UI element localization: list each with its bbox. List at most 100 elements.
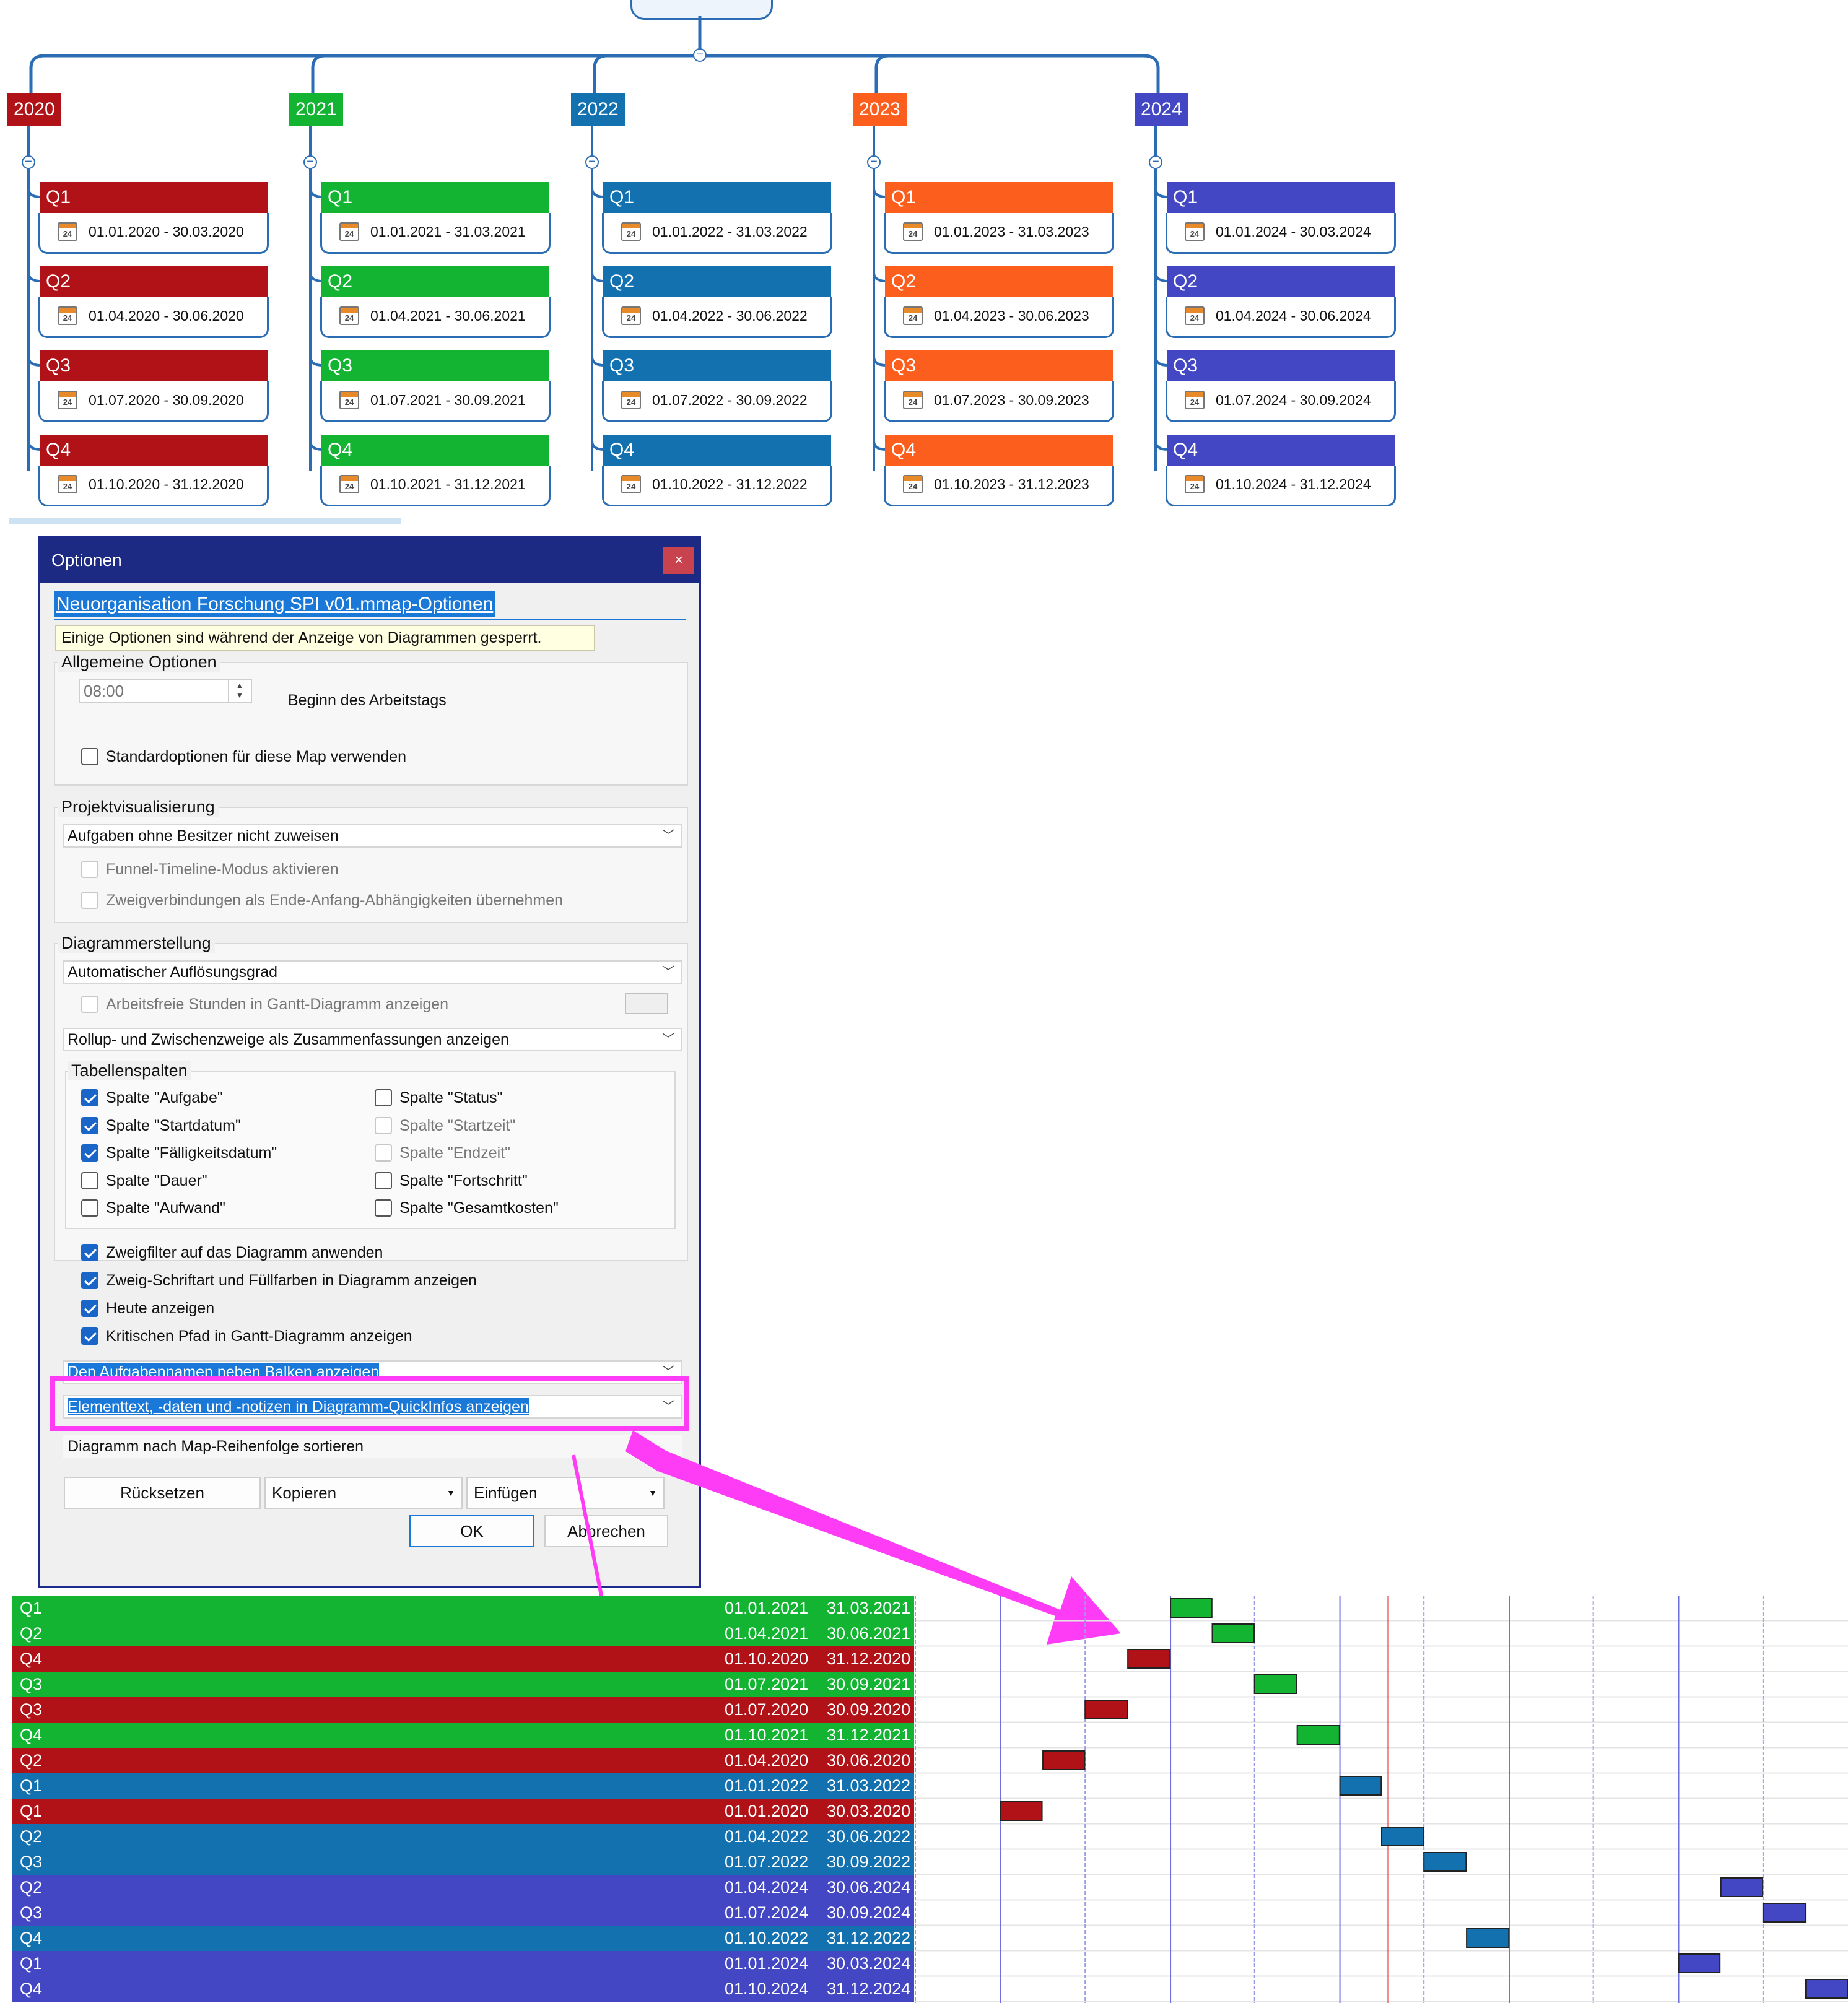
quarter-dates[interactable]: 24 01.04.2022 - 30.06.2022 — [602, 297, 832, 338]
gantt-table-row[interactable]: Q1 01.01.2022 31.03.2022 — [12, 1773, 914, 1799]
year-topic[interactable]: 2020 — [7, 93, 61, 126]
quarter-dates[interactable]: 24 01.07.2021 - 30.09.2021 — [320, 381, 551, 422]
workday-start-input[interactable]: 08:00 ▲ ▼ — [79, 679, 252, 703]
quarter-topic[interactable]: Q4 — [1167, 435, 1395, 466]
quarter-dates[interactable]: 24 01.01.2022 - 31.03.2022 — [602, 213, 832, 254]
gantt-bar[interactable] — [1720, 1877, 1764, 1897]
gantt-bar[interactable] — [1762, 1903, 1807, 1923]
diagram-option-2-checkbox[interactable] — [81, 1300, 98, 1317]
gantt-bar[interactable] — [1253, 1674, 1297, 1694]
quarter-dates[interactable]: 24 01.07.2023 - 30.09.2023 — [884, 381, 1114, 422]
collapse-toggle[interactable]: − — [1149, 155, 1162, 169]
column-left-4-checkbox[interactable] — [81, 1199, 98, 1217]
time-spinner[interactable]: ▲ ▼ — [228, 680, 251, 702]
quarter-topic[interactable]: Q1 — [1167, 182, 1395, 213]
use-defaults-checkbox[interactable] — [81, 748, 98, 765]
gantt-bar[interactable] — [1423, 1852, 1467, 1872]
column-right-2-checkbox[interactable] — [375, 1144, 392, 1162]
collapse-toggle[interactable]: − — [693, 48, 707, 62]
quarter-topic[interactable]: Q3 — [1167, 350, 1395, 381]
horizontal-scrollbar[interactable] — [9, 518, 401, 524]
gantt-bar[interactable] — [1211, 1623, 1255, 1643]
resolution-select[interactable]: Automatischer Auflösungsgrad ﹀ — [63, 960, 682, 984]
year-topic[interactable]: 2021 — [289, 93, 343, 126]
reset-button[interactable]: Rücksetzen — [64, 1477, 261, 1509]
quarter-topic[interactable]: Q3 — [885, 350, 1113, 381]
gantt-table-row[interactable]: Q1 01.01.2020 30.03.2020 — [12, 1799, 914, 1824]
gantt-bar[interactable] — [1466, 1928, 1510, 1948]
column-left-3-checkbox[interactable] — [81, 1171, 98, 1189]
assignment-select[interactable]: Aufgaben ohne Besitzer nicht zuweisen ﹀ — [63, 824, 682, 848]
gantt-bar[interactable] — [1000, 1801, 1043, 1821]
gantt-table-row[interactable]: Q1 01.01.2021 31.03.2021 — [12, 1596, 914, 1621]
gantt-bar[interactable] — [1127, 1649, 1171, 1669]
gantt-table-row[interactable]: Q3 01.07.2020 30.09.2020 — [12, 1697, 914, 1723]
year-topic[interactable]: 2024 — [1135, 93, 1188, 126]
gantt-bar[interactable] — [1678, 1953, 1721, 1973]
quarter-dates[interactable]: 24 01.10.2022 - 31.12.2022 — [602, 466, 832, 506]
ok-button[interactable]: OK — [409, 1515, 534, 1547]
nonwork-hours-checkbox[interactable] — [81, 996, 98, 1013]
quarter-dates[interactable]: 24 01.01.2021 - 31.03.2021 — [320, 213, 551, 254]
gantt-bar[interactable] — [1084, 1700, 1128, 1719]
column-left-0-checkbox[interactable] — [81, 1089, 98, 1106]
copy-button[interactable]: Kopieren ▼ — [264, 1477, 463, 1509]
quarter-topic[interactable]: Q4 — [40, 435, 268, 466]
quarter-topic[interactable]: Q4 — [885, 435, 1113, 466]
paste-button[interactable]: Einfügen ▼ — [466, 1477, 665, 1509]
quarter-topic[interactable]: Q1 — [603, 182, 831, 213]
collapse-toggle[interactable]: − — [22, 155, 35, 169]
quickinfo-select[interactable]: Elementtext, -daten und -notizen in Diag… — [63, 1395, 682, 1419]
quarter-topic[interactable]: Q1 — [885, 182, 1113, 213]
gantt-table-row[interactable]: Q3 01.07.2021 30.09.2021 — [12, 1672, 914, 1697]
gantt-table-row[interactable]: Q4 01.10.2024 31.12.2024 — [12, 1976, 914, 2002]
cancel-button[interactable]: Abbrechen — [544, 1515, 668, 1547]
column-left-2-checkbox[interactable] — [81, 1144, 98, 1162]
gantt-bar[interactable] — [1805, 1979, 1848, 1999]
gantt-table-row[interactable]: Q2 01.04.2022 30.06.2022 — [12, 1824, 914, 1849]
quarter-dates[interactable]: 24 01.04.2023 - 30.06.2023 — [884, 297, 1114, 338]
diagram-option-3-checkbox[interactable] — [81, 1327, 98, 1345]
collapse-toggle[interactable]: − — [303, 155, 317, 169]
column-right-0-checkbox[interactable] — [375, 1089, 392, 1106]
column-right-1-checkbox[interactable] — [375, 1116, 392, 1134]
diagram-option-0-checkbox[interactable] — [81, 1244, 98, 1261]
quarter-dates[interactable]: 24 01.04.2021 - 30.06.2021 — [320, 297, 551, 338]
gantt-bar[interactable] — [1296, 1725, 1340, 1745]
quarter-topic[interactable]: Q2 — [885, 266, 1113, 297]
quarter-dates[interactable]: 24 01.04.2020 - 30.06.2020 — [38, 297, 269, 338]
nonwork-color-swatch[interactable] — [625, 993, 668, 1014]
dialog-title-bar[interactable]: Optionen — [40, 538, 699, 583]
quarter-topic[interactable]: Q2 — [1167, 266, 1395, 297]
quarter-topic[interactable]: Q4 — [603, 435, 831, 466]
column-left-1-checkbox[interactable] — [81, 1116, 98, 1134]
quarter-dates[interactable]: 24 01.07.2024 - 30.09.2024 — [1166, 381, 1396, 422]
rollup-select[interactable]: Rollup- und Zwischenzweige als Zusammenf… — [63, 1028, 682, 1051]
sort-select[interactable]: Diagramm nach Map-Reihenfolge sortieren — [63, 1435, 682, 1458]
collapse-toggle[interactable]: − — [867, 155, 881, 169]
gantt-table-row[interactable]: Q3 01.07.2024 30.09.2024 — [12, 1900, 914, 1926]
quarter-topic[interactable]: Q2 — [321, 266, 549, 297]
gantt-table-row[interactable]: Q4 01.10.2022 31.12.2022 — [12, 1926, 914, 1951]
quarter-topic[interactable]: Q3 — [321, 350, 549, 381]
gantt-bar[interactable] — [1042, 1750, 1086, 1770]
gantt-bar[interactable] — [1339, 1776, 1382, 1796]
quarter-topic[interactable]: Q1 — [321, 182, 549, 213]
year-topic[interactable]: 2023 — [853, 93, 907, 126]
gantt-bar[interactable] — [1381, 1827, 1424, 1846]
quarter-dates[interactable]: 24 01.10.2024 - 31.12.2024 — [1166, 466, 1396, 506]
quarter-topic[interactable]: Q4 — [321, 435, 549, 466]
quarter-dates[interactable]: 24 01.07.2020 - 30.09.2020 — [38, 381, 269, 422]
quarter-topic[interactable]: Q3 — [603, 350, 831, 381]
quarter-dates[interactable]: 24 01.01.2023 - 31.03.2023 — [884, 213, 1114, 254]
gantt-table-row[interactable]: Q2 01.04.2020 30.06.2020 — [12, 1748, 914, 1773]
close-button[interactable]: × — [663, 547, 694, 574]
gantt-table-row[interactable]: Q4 01.10.2021 31.12.2021 — [12, 1723, 914, 1748]
quarter-topic[interactable]: Q3 — [40, 350, 268, 381]
quarter-dates[interactable]: 24 01.10.2021 - 31.12.2021 — [320, 466, 551, 506]
funnel-mode-checkbox[interactable] — [81, 861, 98, 878]
gantt-table-row[interactable]: Q1 01.01.2024 30.03.2024 — [12, 1951, 914, 1976]
quarter-dates[interactable]: 24 01.01.2024 - 30.03.2024 — [1166, 213, 1396, 254]
quarter-topic[interactable]: Q2 — [603, 266, 831, 297]
gantt-table-row[interactable]: Q3 01.07.2022 30.09.2022 — [12, 1849, 914, 1875]
